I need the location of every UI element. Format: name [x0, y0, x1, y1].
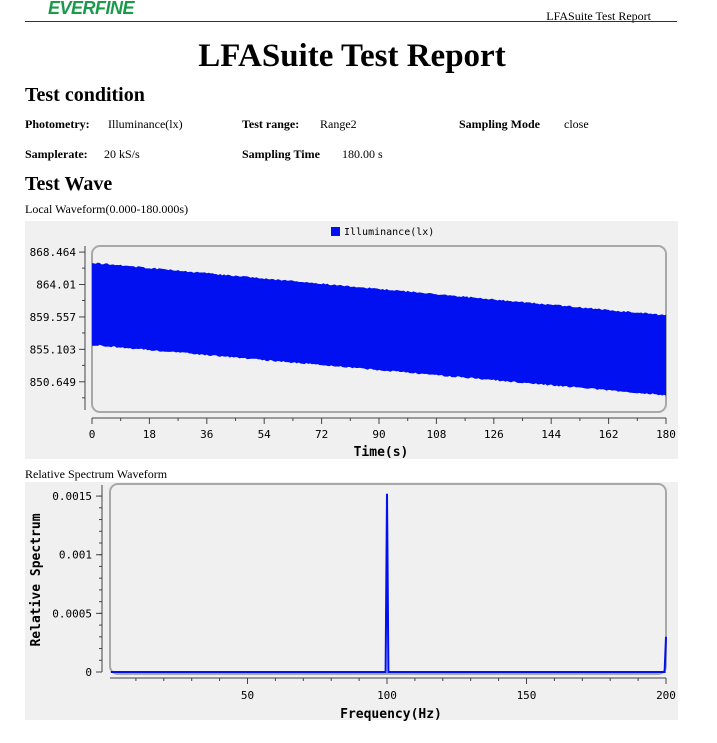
x-tick-label: 50: [241, 689, 254, 702]
x-axis-label: Frequency(Hz): [340, 707, 442, 722]
x-tick-label: 100: [377, 689, 397, 702]
y-tick-label: 864.01: [36, 279, 76, 292]
x-tick-label: 72: [315, 428, 328, 441]
y-tick-label: 0.0015: [52, 490, 92, 503]
x-tick-label: 90: [372, 428, 385, 441]
x-tick-label: 150: [517, 689, 537, 702]
x-tick-label: 126: [484, 428, 504, 441]
y-axis-label: Relative Spectrum: [29, 513, 44, 646]
x-tick-label: 200: [656, 689, 676, 702]
y-tick-label: 0.0005: [52, 607, 92, 620]
local-waveform-chart: Illuminance(lx) Time(s) 868.464 864.01 859…: [25, 221, 678, 460]
legend-label: Illuminance(lx): [344, 227, 434, 238]
x-tick-label: 180: [656, 428, 676, 441]
x-tick-label: 0: [89, 428, 96, 441]
y-tick-label: 855.103: [30, 343, 76, 356]
y-tick-label: 868.464: [30, 246, 77, 259]
x-tick-label: 36: [200, 428, 213, 441]
spectrum-caption: Relative Spectrum Waveform: [25, 467, 167, 482]
x-tick-label: 144: [541, 428, 561, 441]
relative-spectrum-chart: Frequency(Hz) Relative Spectrum 0.0015 0.…: [25, 482, 678, 722]
legend-swatch: [331, 227, 340, 236]
x-axis-label: Time(s): [354, 445, 409, 460]
chart-panel: [25, 482, 678, 720]
y-tick-label: 859.557: [30, 311, 76, 324]
x-tick-label: 18: [143, 428, 156, 441]
y-tick-label: 0: [85, 666, 92, 679]
x-tick-label: 108: [426, 428, 446, 441]
x-tick-label: 162: [599, 428, 619, 441]
y-tick-label: 0.001: [59, 549, 92, 562]
x-tick-label: 54: [258, 428, 272, 441]
y-tick-label: 850.649: [30, 376, 76, 389]
